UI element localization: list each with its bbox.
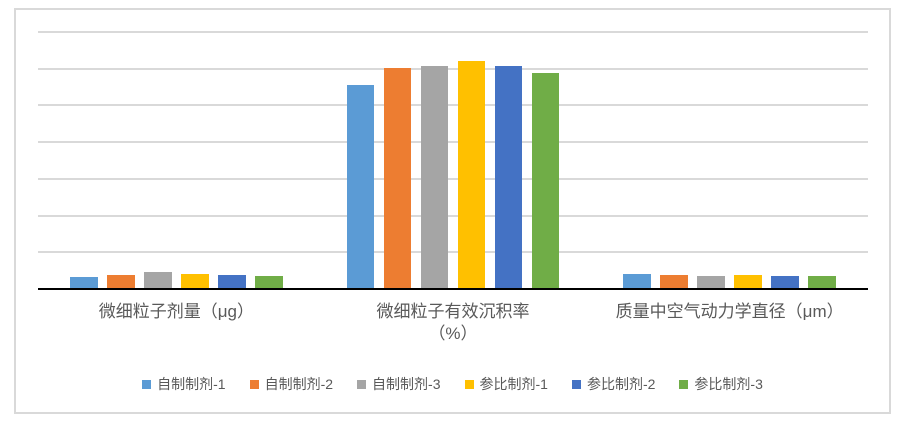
chart-frame xyxy=(14,8,891,414)
plot-area xyxy=(38,31,868,289)
legend-item-参比制剂-1: 参比制剂-1 xyxy=(464,374,548,394)
bar-参比制剂-2-cat2 xyxy=(494,65,523,289)
legend-swatch-icon xyxy=(571,379,581,389)
legend-label: 自制制剂-3 xyxy=(372,376,441,392)
chart-legend: 自制制剂-1 自制制剂-2 自制制剂-3 参比制剂-1 参比制剂-2 参比制剂-3 xyxy=(14,372,891,396)
legend-label: 参比制剂-1 xyxy=(479,376,548,392)
legend-swatch-icon xyxy=(249,379,259,389)
legend-item-参比制剂-2: 参比制剂-2 xyxy=(571,374,656,394)
bar-自制制剂-3-cat1 xyxy=(144,272,172,289)
bar-参比制剂-2-cat3 xyxy=(771,276,799,289)
bar-自制制剂-1-cat2 xyxy=(346,85,375,289)
legend-label: 自制制剂-2 xyxy=(264,376,334,392)
legend-label: 参比制剂-3 xyxy=(694,376,763,392)
gridline-y60 xyxy=(38,67,868,70)
bar-参比制剂-2-cat1 xyxy=(218,274,246,289)
bar-自制制剂-1-cat1 xyxy=(70,276,98,289)
bar-自制制剂-3-cat2 xyxy=(420,65,449,289)
category-label-line: 质量中空气动力学直径（μm） xyxy=(615,302,844,321)
gridline-y70 xyxy=(38,31,868,33)
bar-自制制剂-2-cat3 xyxy=(660,275,688,289)
legend-label: 自制制剂-1 xyxy=(157,376,226,392)
category-label-line: 微细粒子剂量（μg） xyxy=(98,302,254,321)
bar-自制制剂-2-cat1 xyxy=(107,274,135,289)
legend-swatch-icon xyxy=(679,379,689,389)
bar-参比制剂-1-cat3 xyxy=(734,275,762,289)
category-label-2: 微细粒子有效沉积率 （%） xyxy=(377,301,530,345)
bar-自制制剂-2-cat2 xyxy=(383,67,412,289)
category-label-line: （%） xyxy=(428,324,478,343)
category-label-1: 微细粒子剂量（μg） xyxy=(99,301,254,323)
bar-自制制剂-1-cat3 xyxy=(623,273,651,289)
legend-swatch-icon xyxy=(357,379,367,389)
x-axis-line xyxy=(38,288,868,290)
legend-item-自制制剂-3: 自制制剂-3 xyxy=(357,374,441,394)
bar-参比制剂-1-cat1 xyxy=(181,274,209,289)
gridline-y10 xyxy=(38,251,868,254)
bar-参比制剂-3-cat2 xyxy=(531,73,560,289)
category-label-line: 微细粒子有效沉积率 xyxy=(376,302,530,321)
legend-item-自制制剂-1: 自制制剂-1 xyxy=(142,374,226,394)
gridline-y20 xyxy=(38,214,868,217)
legend-item-自制制剂-2: 自制制剂-2 xyxy=(249,374,334,394)
legend-item-参比制剂-3: 参比制剂-3 xyxy=(679,374,763,394)
legend-swatch-icon xyxy=(464,379,474,389)
gridline-y30 xyxy=(38,177,868,180)
gridline-y40 xyxy=(38,141,868,144)
bar-参比制剂-3-cat1 xyxy=(255,276,283,289)
bar-参比制剂-1-cat2 xyxy=(457,61,486,289)
category-label-3: 质量中空气动力学直径（μm） xyxy=(616,301,844,323)
legend-label: 参比制剂-2 xyxy=(586,376,656,392)
bar-参比制剂-3-cat3 xyxy=(808,275,836,289)
bar-自制制剂-3-cat3 xyxy=(697,276,725,289)
gridline-y50 xyxy=(38,104,868,107)
legend-swatch-icon xyxy=(142,379,152,389)
